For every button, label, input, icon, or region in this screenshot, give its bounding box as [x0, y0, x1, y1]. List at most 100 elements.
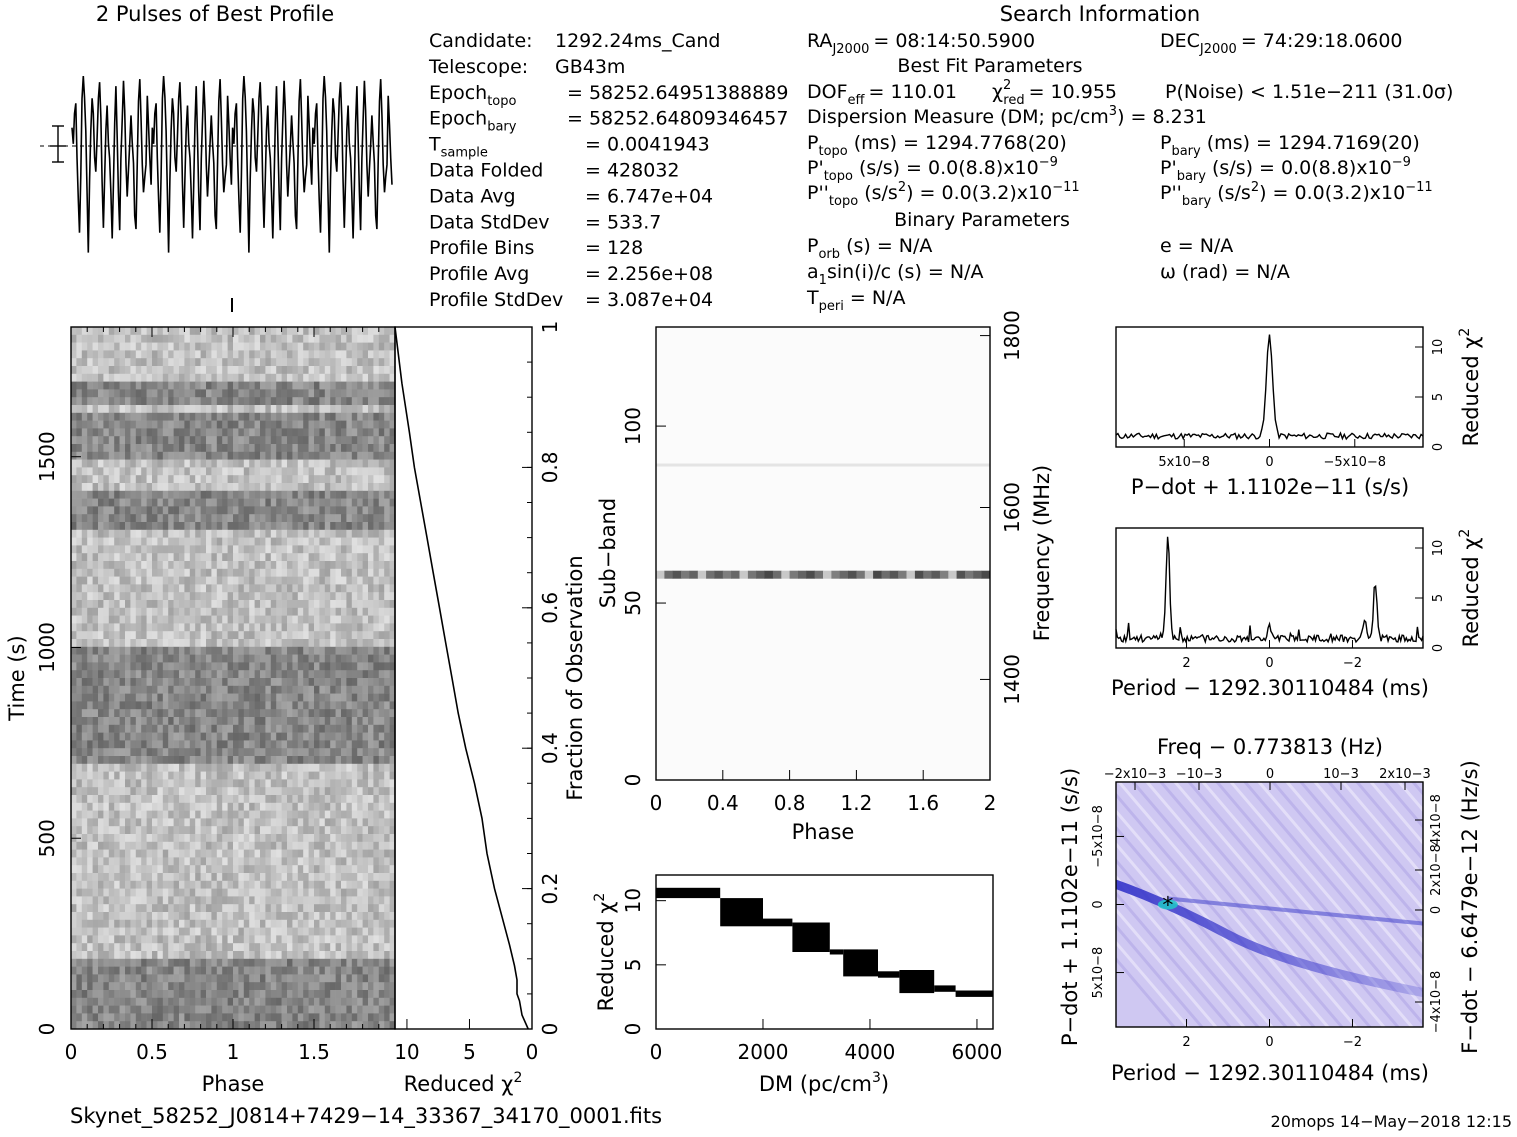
time-phase-cell [195, 873, 201, 881]
time-phase-cell [384, 842, 390, 850]
time-phase-cell [271, 795, 277, 803]
time-phase-cell [276, 873, 282, 881]
time-phase-cell [314, 452, 320, 460]
time-phase-cell [136, 928, 142, 936]
time-phase-cell [109, 678, 115, 686]
time-phase-cell [368, 904, 374, 912]
time-phase-cell [217, 904, 223, 912]
time-phase-cell [298, 553, 304, 561]
time-phase-cell [222, 506, 228, 514]
time-phase-cell [336, 842, 342, 850]
time-phase-cell [255, 506, 261, 514]
time-phase-cell [71, 577, 77, 585]
time-phase-cell [260, 904, 266, 912]
time-phase-cell [114, 811, 120, 819]
time-phase-cell [147, 779, 153, 787]
time-phase-cell [184, 889, 190, 897]
time-phase-cell [98, 460, 104, 468]
time-phase-cell [87, 584, 93, 592]
time-phase-cell [298, 382, 304, 390]
time-phase-cell [152, 647, 158, 655]
time-phase-cell [228, 623, 234, 631]
time-phase-cell [190, 397, 196, 405]
time-phase-cell [179, 530, 185, 538]
time-phase-cell [201, 467, 207, 475]
time-phase-cell [352, 421, 358, 429]
time-phase-cell [141, 959, 147, 967]
time-phase-cell [120, 647, 126, 655]
time-phase-cell [211, 483, 217, 491]
time-phase-cell [244, 912, 250, 920]
time-phase-cell [303, 538, 309, 546]
time-phase-cell [282, 904, 288, 912]
time-phase-cell [357, 803, 363, 811]
time-phase-cell [201, 343, 207, 351]
time-phase-cell [271, 912, 277, 920]
time-phase-cell [292, 335, 298, 343]
time-phase-cell [168, 764, 174, 772]
time-phase-cell [152, 428, 158, 436]
time-phase-cell [76, 928, 82, 936]
time-phase-cell [76, 452, 82, 460]
time-phase-cell [190, 428, 196, 436]
time-phase-cell [373, 655, 379, 663]
time-phase-cell [157, 678, 163, 686]
time-phase-cell [373, 397, 379, 405]
time-phase-cell [163, 436, 169, 444]
time-phase-cell [114, 483, 120, 491]
time-phase-cell [282, 428, 288, 436]
time-phase-cell [363, 436, 369, 444]
time-phase-cell [336, 600, 342, 608]
time-phase-cell [303, 818, 309, 826]
time-phase-cell [357, 405, 363, 413]
time-phase-cell [325, 701, 331, 709]
time-phase-cell [384, 662, 390, 670]
time-phase-cell [233, 522, 239, 530]
time-phase-cell [303, 842, 309, 850]
time-phase-cell [249, 686, 255, 694]
time-phase-cell [152, 935, 158, 943]
time-phase-cell [238, 382, 244, 390]
time-phase-cell [130, 779, 136, 787]
time-phase-cell [292, 764, 298, 772]
time-phase-cell [309, 842, 315, 850]
time-phase-cell [141, 779, 147, 787]
time-phase-cell [287, 842, 293, 850]
time-phase-cell [141, 709, 147, 717]
time-phase-cell [368, 818, 374, 826]
time-phase-cell [260, 428, 266, 436]
time-phase-cell [174, 616, 180, 624]
time-phase-cell [136, 803, 142, 811]
time-phase-cell [147, 967, 153, 975]
time-phase-cell [217, 405, 223, 413]
time-phase-cell [336, 491, 342, 499]
time-phase-cell [114, 928, 120, 936]
time-phase-cell [357, 499, 363, 507]
time-phase-cell [298, 928, 304, 936]
time-phase-cell [265, 764, 271, 772]
time-phase-cell [136, 631, 142, 639]
time-phase-cell [352, 678, 358, 686]
time-phase-cell [211, 779, 217, 787]
time-phase-cell [265, 779, 271, 787]
time-phase-cell [287, 826, 293, 834]
time-phase-cell [341, 865, 347, 873]
time-phase-cell [379, 756, 385, 764]
time-phase-cell [184, 959, 190, 967]
time-phase-cell [163, 405, 169, 413]
time-phase-cell [163, 967, 169, 975]
time-phase-cell [206, 873, 212, 881]
time-phase-cell [292, 444, 298, 452]
time-phase-cell [336, 748, 342, 756]
time-phase-cell [249, 717, 255, 725]
time-phase-cell [233, 483, 239, 491]
time-phase-cell [98, 327, 104, 335]
time-phase-cell [244, 756, 250, 764]
time-phase-cell [303, 655, 309, 663]
time-phase-cell [103, 335, 109, 343]
time-phase-cell [314, 850, 320, 858]
time-phase-cell [125, 709, 131, 717]
time-phase-cell [309, 818, 315, 826]
time-phase-cell [163, 584, 169, 592]
time-phase-cell [98, 514, 104, 522]
